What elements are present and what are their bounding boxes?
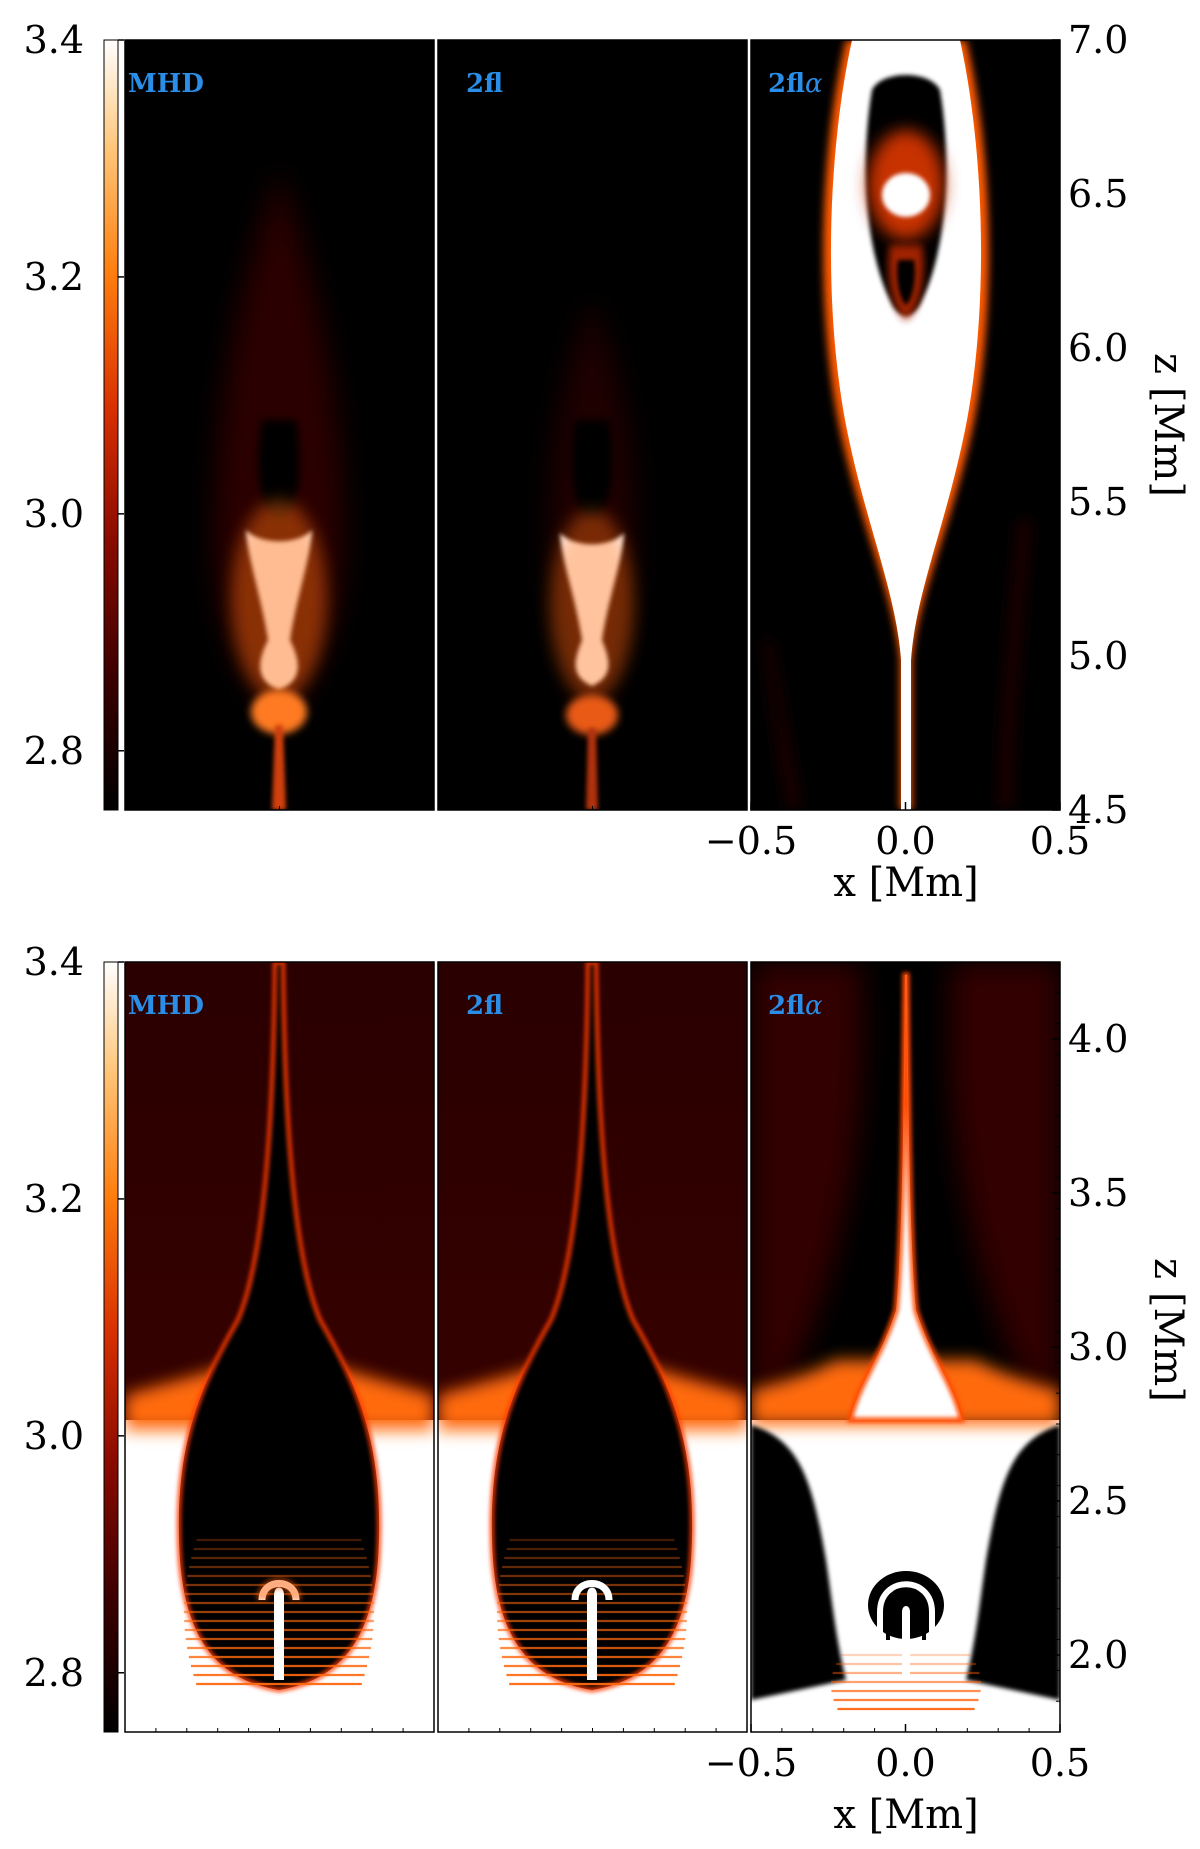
panel-top-mhd <box>125 40 434 810</box>
z-tick-label: 2.0 <box>1068 1633 1128 1677</box>
z-tick-label: 5.0 <box>1068 634 1128 678</box>
x-axis-title-bottom: x [Mm] <box>833 1792 978 1838</box>
stalk <box>902 1606 910 1680</box>
x-axis-ticks-top: −0.5 0.0 0.5 <box>155 802 1090 863</box>
x-tick-label: −0.5 <box>705 819 797 863</box>
z-tick-label: 6.5 <box>1068 172 1128 216</box>
stem <box>586 728 598 810</box>
panel-bottom-mhd <box>125 962 434 1732</box>
bubble <box>178 962 380 1690</box>
x-tick-label: 0.0 <box>875 819 935 863</box>
colorbar-tick-label: 2.8 <box>24 1651 84 1695</box>
colorbar-tick-label: 3.2 <box>24 255 84 299</box>
z-tick-label: 5.5 <box>1068 480 1128 524</box>
z-axis-title-top: z [Mm] <box>1145 353 1191 497</box>
stalk <box>274 1587 284 1680</box>
bubble <box>491 962 693 1690</box>
jet-glow <box>846 972 966 1423</box>
mushroom-cap <box>571 1580 613 1601</box>
z-axis-ticks-top: 4.5 5.0 5.5 6.0 6.5 7.0 <box>1052 18 1128 832</box>
z-axis-ticks-bottom: 2.0 2.5 3.0 3.5 4.0 <box>1052 961 1128 1733</box>
colorbar-ticks-top: 2.8 3.0 3.2 3.4 <box>24 18 124 773</box>
lower-bulb <box>251 690 307 734</box>
bottom-row: 2.8 3.0 3.2 3.4 <box>24 940 1129 1785</box>
colorbar-tick-label: 2.8 <box>24 729 84 773</box>
x-axis-ticks-bottom: −0.5 0.0 0.5 <box>155 1724 1090 1785</box>
colorbar-tick-label: 3.2 <box>24 1177 84 1221</box>
panel-label-top-2fl-alpha: 2flα <box>768 69 823 99</box>
colorbar-bottom <box>103 961 119 1733</box>
mushroom-ring-inner <box>886 1592 926 1640</box>
stalk <box>587 1587 597 1680</box>
colorbar-tick-label: 3.0 <box>24 1414 84 1458</box>
jet <box>850 975 962 1420</box>
colorbar-ticks-bottom: 2.8 3.0 3.2 3.4 <box>24 940 124 1695</box>
bubble-rim <box>176 962 382 1693</box>
glow <box>231 500 327 700</box>
panel-label-bottom-mhd: MHD <box>128 991 204 1021</box>
envelope <box>830 40 982 810</box>
z-tick-label: 6.0 <box>1068 326 1128 370</box>
bubble-rim <box>489 962 695 1693</box>
dark-red-wing <box>949 962 1060 1400</box>
panel-bottom-2fl-alpha <box>751 962 1060 1732</box>
z-tick-label: 4.0 <box>1068 1017 1128 1061</box>
lower-bulb <box>566 695 618 735</box>
inner-bright <box>882 173 930 217</box>
panel-top-2fl-alpha <box>751 40 1060 810</box>
lower-dark-wing <box>966 1425 1060 1700</box>
mushroom-cap-glow <box>256 1577 302 1602</box>
lower-dark-wing <box>751 1425 846 1700</box>
panel-bottom-2fl <box>438 962 747 1732</box>
inner-dark <box>897 260 915 305</box>
faint-streak <box>764 640 800 810</box>
z-tick-label: 3.0 <box>1068 1325 1128 1369</box>
colorbar-tick-label: 3.4 <box>24 18 84 62</box>
z-tick-label: 2.5 <box>1068 1479 1128 1523</box>
panel-label-top-2fl: 2fl <box>466 69 503 99</box>
colorbar-top <box>103 39 119 811</box>
panel-labels: MHD 2fl 2flα MHD 2fl 2flα <box>128 69 823 1021</box>
colorbar-tick-label: 3.4 <box>24 940 84 984</box>
cavity <box>571 420 613 520</box>
x-tick-label: 0.0 <box>875 1741 935 1785</box>
z-tick-label: 3.5 <box>1068 1171 1128 1215</box>
dark-red-wing <box>751 962 863 1400</box>
faint-streak <box>1000 520 1030 810</box>
panel-label-bottom-2fl-alpha: 2flα <box>768 991 823 1021</box>
x-tick-label: 0.5 <box>1030 819 1090 863</box>
panel-label-bottom-2fl: 2fl <box>466 991 503 1021</box>
x-tick-label: −0.5 <box>705 1741 797 1785</box>
x-tick-label: 0.5 <box>1030 1741 1090 1785</box>
z-axis-title-bottom: z [Mm] <box>1145 1258 1191 1402</box>
z-tick-label: 4.5 <box>1068 788 1128 832</box>
stem <box>272 725 286 810</box>
panel-top-2fl <box>438 40 747 810</box>
panel-label-top-mhd: MHD <box>128 69 204 99</box>
cavity <box>258 420 300 520</box>
x-axis-title-top: x [Mm] <box>833 860 978 906</box>
top-row: 2.8 3.0 3.2 3.4 <box>24 18 1129 863</box>
z-tick-label: 7.0 <box>1068 18 1128 62</box>
colorbar-tick-label: 3.0 <box>24 492 84 536</box>
mushroom-ring <box>877 1581 935 1640</box>
glow <box>550 510 634 700</box>
